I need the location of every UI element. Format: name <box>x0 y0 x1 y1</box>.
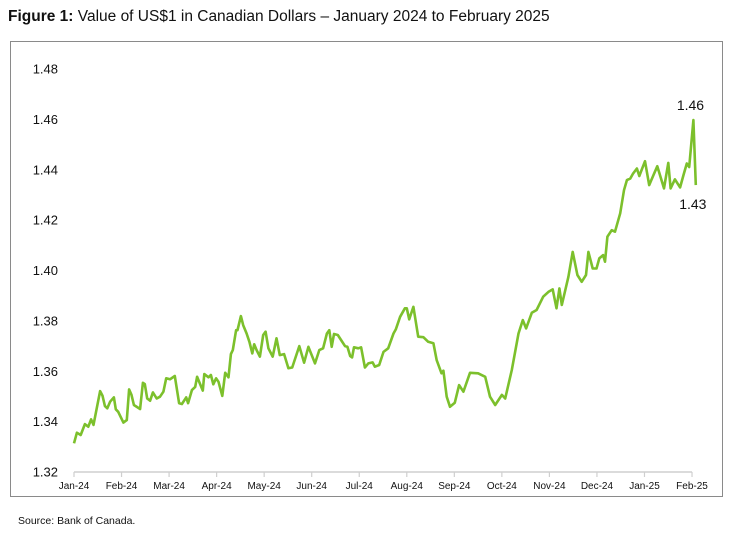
y-tick-label: 1.40 <box>33 263 58 278</box>
figure-label: Figure 1: <box>8 8 74 25</box>
y-tick-label: 1.42 <box>33 213 58 228</box>
x-axis: Jan-24 Feb-24 Mar-24 Apr-24 May-24 Jun-24 Jul-… <box>59 471 708 492</box>
figure-title: Figure 1: Value of US$1 in Canadian Doll… <box>8 8 550 26</box>
y-tick-label: 1.48 <box>33 62 58 77</box>
chart-frame <box>10 41 723 497</box>
y-tick-label: 1.36 <box>33 364 58 379</box>
x-tick-label: Oct-24 <box>487 481 517 492</box>
x-tick-label: Jan-24 <box>59 481 90 492</box>
figure-title-text: Value of US$1 in Canadian Dollars – Janu… <box>77 8 550 25</box>
y-tick-label: 1.34 <box>33 414 58 429</box>
y-axis: 1.32 1.34 1.36 1.38 1.40 1.42 1.44 1.46 1.48 <box>33 62 58 480</box>
annotations: 1.46 1.43 <box>677 97 707 212</box>
data-label: 1.43 <box>679 196 706 212</box>
source-note: Source: Bank of Canada. <box>18 515 136 527</box>
x-tick-label: Jun-24 <box>296 481 327 492</box>
series-layer <box>72 118 698 444</box>
y-tick-label: 1.38 <box>33 313 58 328</box>
x-tick-label: Feb-24 <box>106 481 138 492</box>
y-tick-label: 1.32 <box>33 465 58 480</box>
x-tick-label: Dec-24 <box>581 481 614 492</box>
series-line-usd-cad <box>72 118 698 444</box>
x-tick-label: Mar-24 <box>153 481 185 492</box>
x-tick-label: Feb-25 <box>676 481 708 492</box>
x-tick-label: Sep-24 <box>438 481 471 492</box>
y-tick-label: 1.44 <box>33 162 58 177</box>
x-tick-label: May-24 <box>247 481 281 492</box>
x-tick-label: Nov-24 <box>533 481 566 492</box>
y-tick-label: 1.46 <box>33 112 58 127</box>
x-tick-label: Aug-24 <box>391 481 424 492</box>
x-tick-label: Apr-24 <box>202 481 232 492</box>
x-tick-label: Jul-24 <box>346 481 374 492</box>
data-label: 1.46 <box>677 97 704 113</box>
x-tick-label: Jan-25 <box>629 481 660 492</box>
